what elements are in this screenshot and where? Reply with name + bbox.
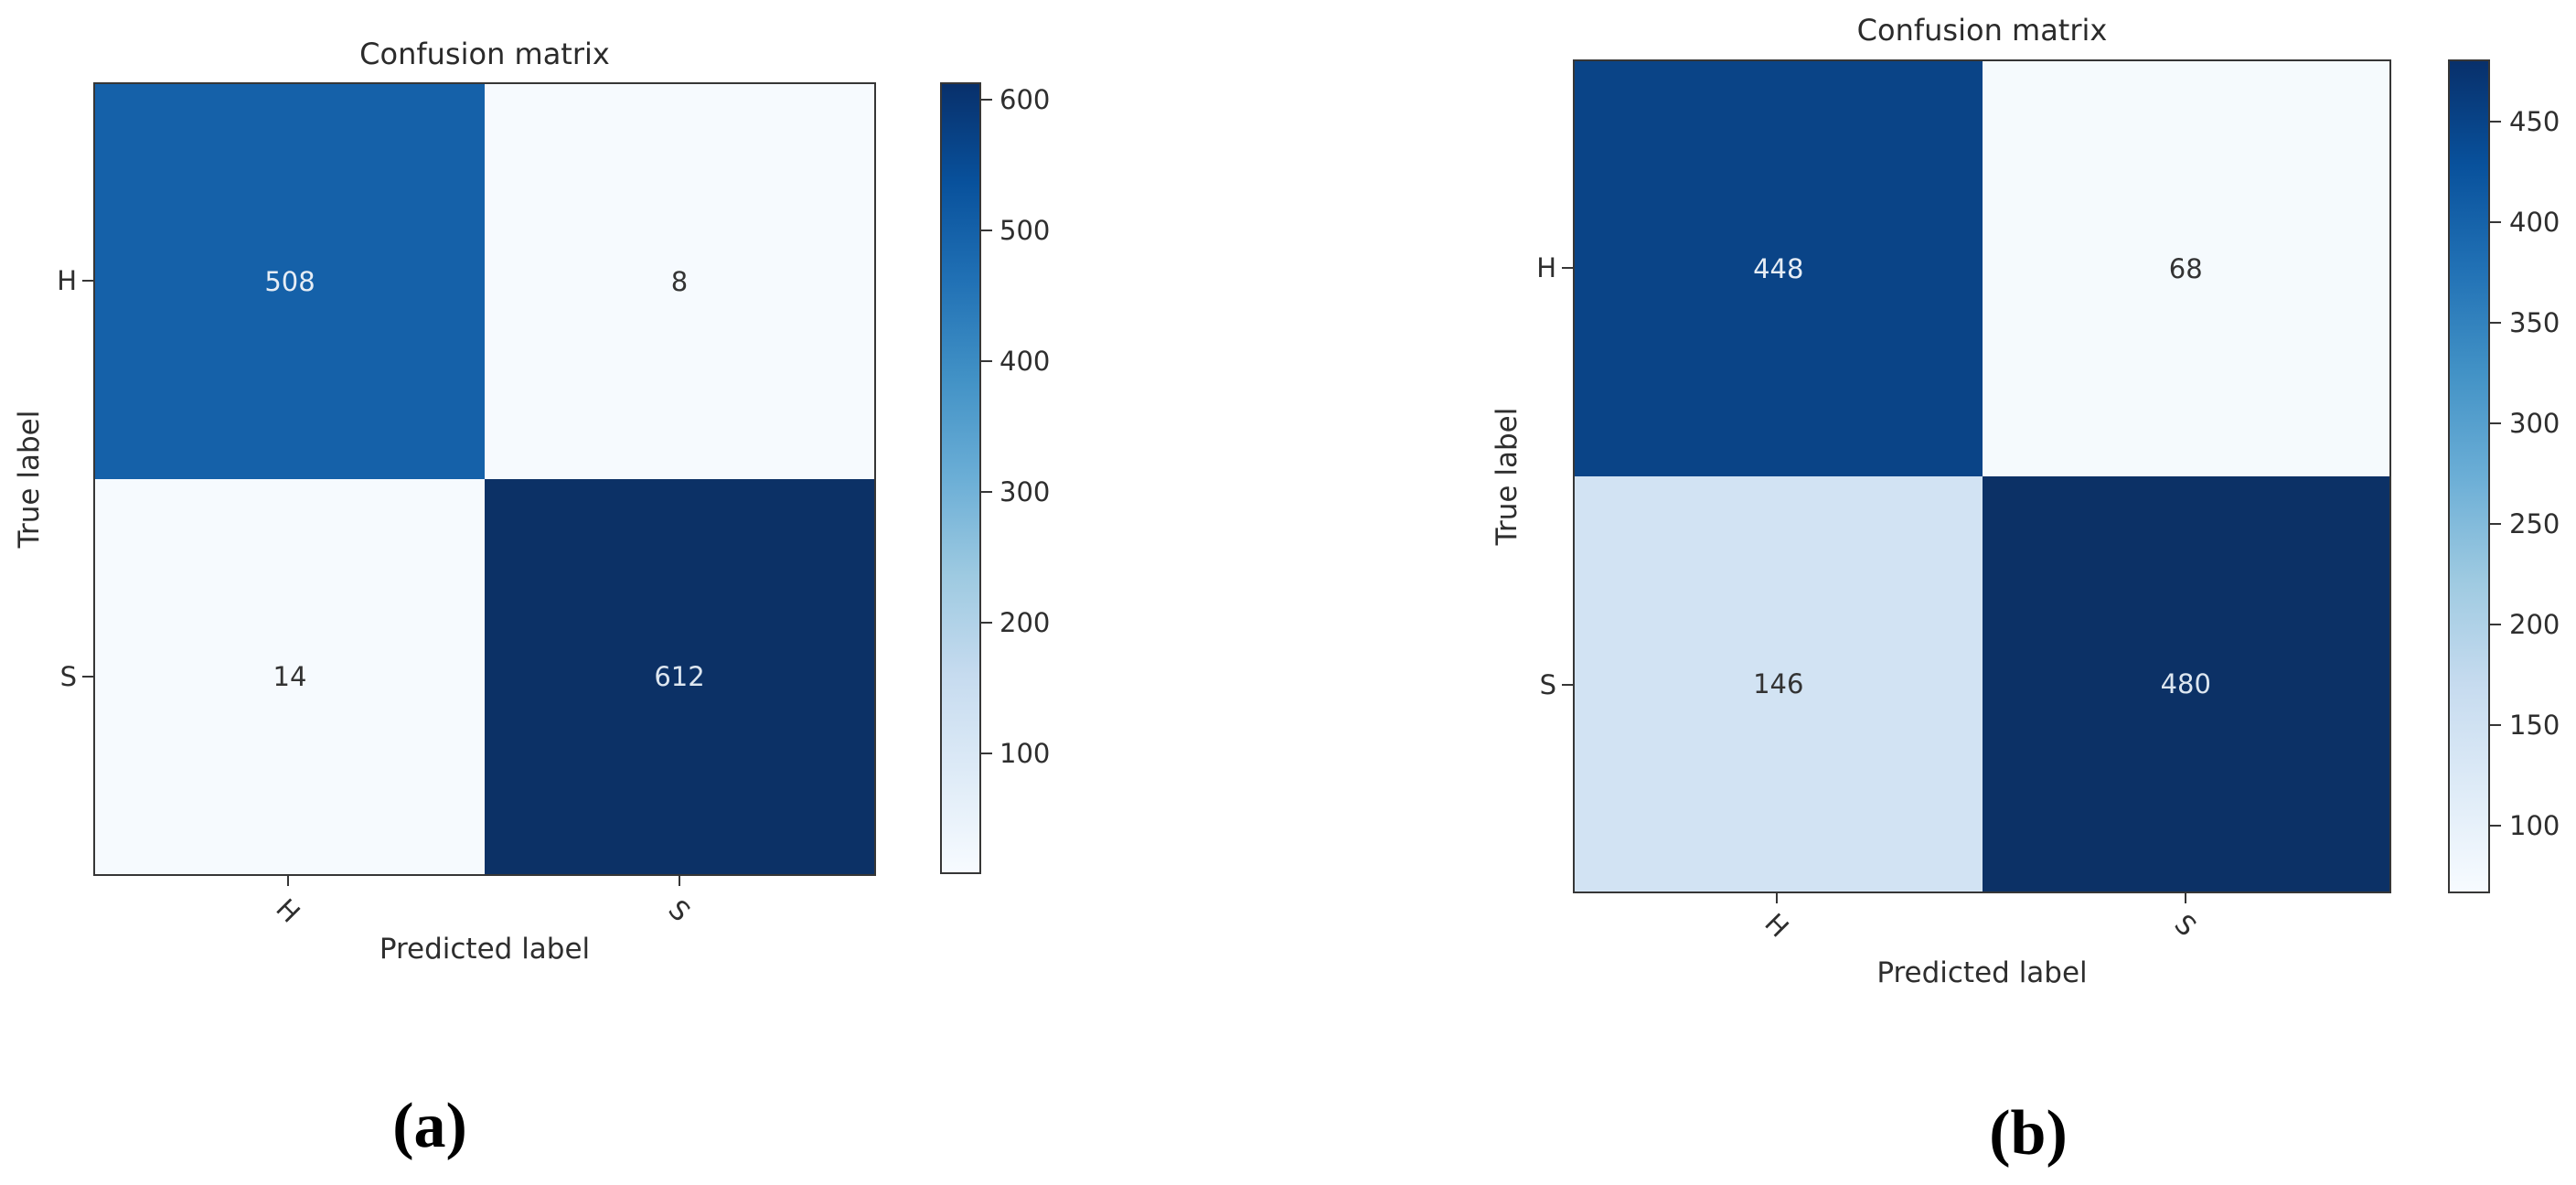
cell-value: 448 bbox=[1753, 253, 1804, 284]
colorbar-tick-mark bbox=[2490, 322, 2501, 324]
colorbar-tick-label: 400 bbox=[2509, 207, 2560, 238]
colorbar-tick-label: 500 bbox=[999, 215, 1051, 246]
y-tick-label-s: S bbox=[1539, 669, 1556, 700]
cell-value: 612 bbox=[654, 661, 705, 692]
x-tick-label-h: H bbox=[1758, 907, 1795, 944]
colorbar-tick-mark bbox=[2490, 523, 2501, 525]
colorbar-tick-label: 100 bbox=[2509, 810, 2560, 841]
x-axis-label: Predicted label bbox=[1876, 956, 2088, 989]
cell-value: 68 bbox=[2168, 253, 2203, 284]
matrix-cell-true-s-pred-h: 14 bbox=[95, 479, 485, 874]
colorbar-tick-mark bbox=[981, 99, 992, 101]
y-tick-mark bbox=[82, 280, 93, 282]
colorbar-tick-label: 300 bbox=[2509, 408, 2560, 439]
matrix-cell-true-h-pred-s: 68 bbox=[1982, 61, 2389, 476]
y-tick-mark bbox=[1562, 684, 1573, 686]
x-tick-label-s: S bbox=[2168, 908, 2203, 943]
y-tick-mark bbox=[1562, 267, 1573, 269]
y-tick-label-h: H bbox=[1536, 252, 1556, 283]
y-tick-mark bbox=[82, 676, 93, 678]
panel-caption-a: (a) bbox=[392, 1091, 467, 1161]
cell-value: 508 bbox=[264, 266, 315, 297]
y-axis-label: True label bbox=[1491, 407, 1523, 546]
matrix-cell-true-s-pred-s: 480 bbox=[1982, 476, 2389, 891]
matrix-cell-true-h-pred-h: 448 bbox=[1575, 61, 1983, 476]
matrix-cell-true-h-pred-s: 8 bbox=[485, 84, 874, 479]
cell-value: 146 bbox=[1753, 668, 1804, 699]
colorbar-tick-label: 150 bbox=[2509, 710, 2560, 741]
confusion-matrix-grid: 508 8 14 612 bbox=[93, 82, 876, 876]
colorbar-tick-mark bbox=[2490, 121, 2501, 123]
x-tick-mark bbox=[679, 876, 680, 886]
colorbar-tick-mark bbox=[2490, 624, 2501, 625]
colorbar-tick-mark bbox=[981, 753, 992, 754]
matrix-cell-true-s-pred-s: 612 bbox=[485, 479, 874, 874]
colorbar-tick-mark bbox=[981, 360, 992, 362]
x-tick-mark bbox=[287, 876, 289, 886]
colorbar-tick-label: 600 bbox=[999, 84, 1051, 115]
chart-title: Confusion matrix bbox=[1856, 13, 2108, 48]
chart-title: Confusion matrix bbox=[359, 37, 610, 71]
colorbar-tick-label: 250 bbox=[2509, 508, 2560, 539]
x-tick-label-s: S bbox=[662, 893, 697, 928]
matrix-cell-true-h-pred-h: 508 bbox=[95, 84, 485, 479]
x-tick-mark bbox=[1776, 893, 1778, 903]
colorbar-tick-label: 200 bbox=[2509, 609, 2560, 640]
colorbar-tick-mark bbox=[981, 622, 992, 624]
colorbar-tick-mark bbox=[981, 230, 992, 231]
colorbar bbox=[2448, 59, 2490, 893]
colorbar-tick-label: 200 bbox=[999, 607, 1051, 638]
colorbar-tick-mark bbox=[2490, 724, 2501, 726]
colorbar-tick-label: 300 bbox=[999, 476, 1051, 507]
colorbar-tick-label: 100 bbox=[999, 738, 1051, 769]
y-tick-label-h: H bbox=[57, 265, 77, 296]
colorbar-tick-mark bbox=[2490, 825, 2501, 827]
colorbar-tick-mark bbox=[981, 491, 992, 493]
x-tick-mark bbox=[2185, 893, 2186, 903]
x-axis-label: Predicted label bbox=[379, 933, 591, 966]
cell-value: 14 bbox=[273, 661, 307, 692]
y-tick-label-s: S bbox=[59, 661, 77, 692]
colorbar-tick-label: 350 bbox=[2509, 307, 2560, 338]
confusion-matrix-grid: 448 68 146 480 bbox=[1573, 59, 2391, 893]
colorbar bbox=[940, 82, 981, 874]
cell-value: 8 bbox=[670, 266, 689, 297]
colorbar-tick-label: 450 bbox=[2509, 106, 2560, 137]
colorbar-tick-mark bbox=[2490, 422, 2501, 424]
y-axis-label: True label bbox=[13, 410, 46, 549]
cell-value: 480 bbox=[2160, 668, 2211, 699]
x-tick-label-h: H bbox=[270, 892, 306, 929]
panel-caption-b: (b) bbox=[1989, 1098, 2068, 1169]
matrix-cell-true-s-pred-h: 146 bbox=[1575, 476, 1983, 891]
colorbar-tick-label: 400 bbox=[999, 346, 1051, 377]
colorbar-tick-mark bbox=[2490, 221, 2501, 223]
